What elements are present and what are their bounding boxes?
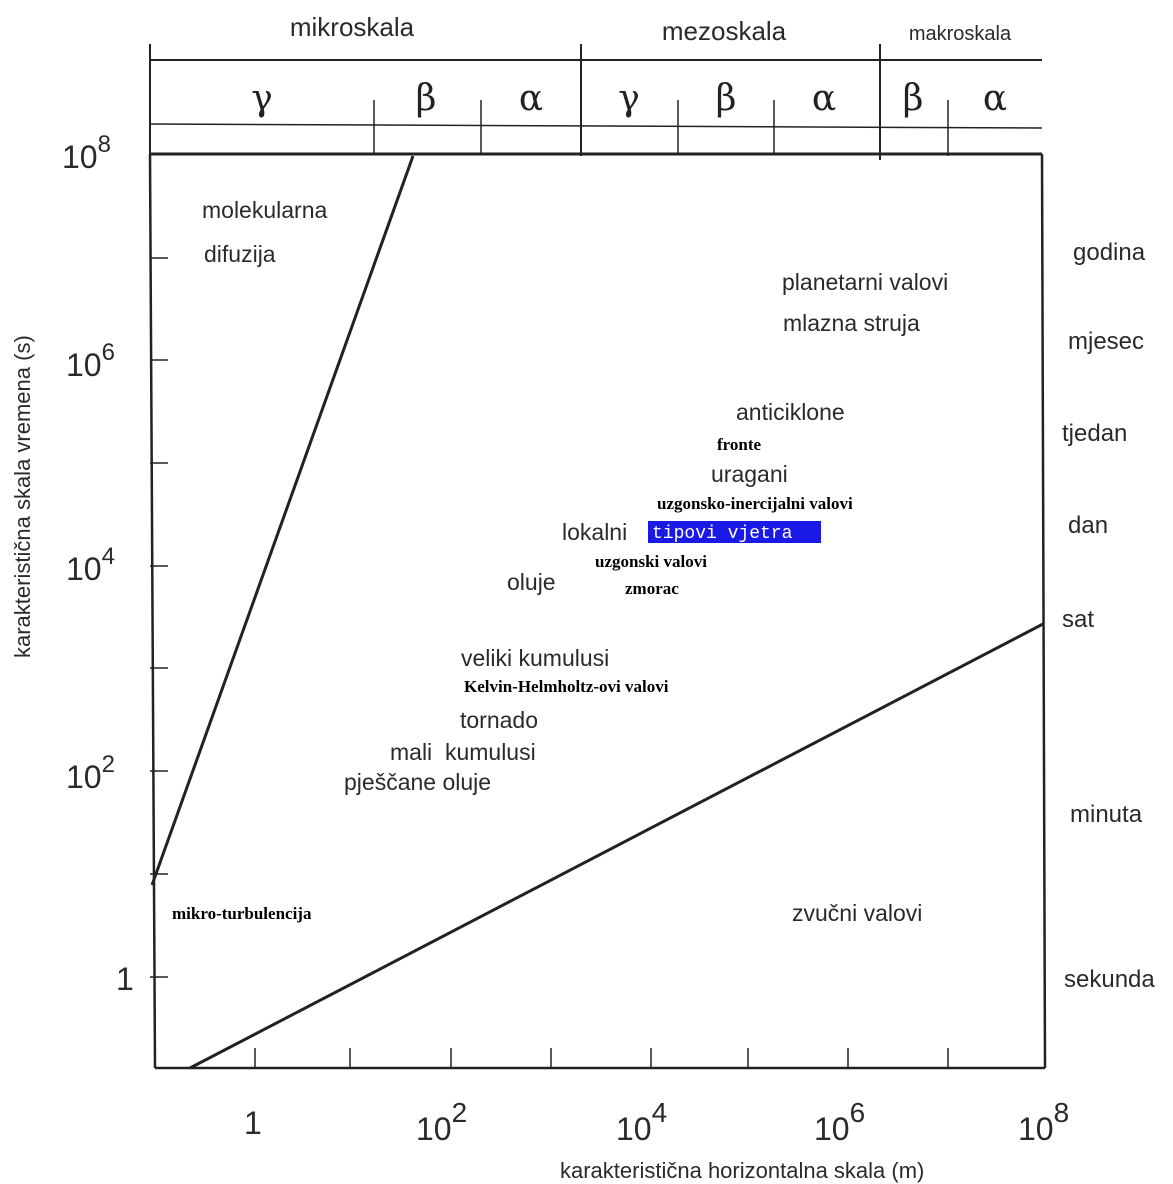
x-tick-label-10e4: 104: [616, 1097, 667, 1147]
label-kelvin-helmholtz-valovi: Kelvin-Helmholtz-ovi valovi: [464, 677, 669, 696]
y-axis-line: [148, 153, 157, 1069]
time-unit-tjedan: tjedan: [1062, 420, 1127, 447]
micro-beta-label: β: [416, 78, 437, 119]
x-tick-labels: 1 102 104 106 108: [244, 1097, 1069, 1147]
label-tornado: tornado: [460, 707, 538, 733]
y-tick-labels: 108 106 104 102 1: [62, 131, 134, 997]
time-unit-mjesec: mjesec: [1068, 328, 1144, 355]
mikroskala-label: mikroskala: [290, 12, 415, 42]
label-anticiklone: anticiklone: [736, 399, 845, 425]
y-tick-label-10e6: 106: [66, 339, 115, 383]
label-fronte: fronte: [717, 435, 762, 454]
label-oluje: oluje: [507, 569, 556, 595]
meso-beta-label: β: [716, 78, 737, 119]
x-tick-label-10e6: 106: [814, 1097, 865, 1147]
label-difuzija: difuzija: [204, 241, 276, 267]
label-veliki-kumulusi: veliki kumulusi: [461, 645, 609, 671]
label-mikro-turbulencija: mikro-turbulencija: [172, 904, 312, 923]
x-axis-title: karakteristična horizontalna skala (m): [560, 1158, 924, 1183]
phenomena-labels: molekularna difuzija planetarni valovi m…: [172, 197, 948, 926]
label-lokalni: lokalni: [562, 519, 627, 545]
time-unit-sekunda: sekunda: [1064, 966, 1155, 993]
label-zvucni-valovi: zvučni valovi: [792, 900, 922, 926]
label-tipovi-vjetra: tipovi vjetra: [652, 524, 793, 544]
macro-alpha-label: α: [983, 78, 1007, 119]
right-axis-line: [1040, 153, 1047, 1069]
time-unit-sat: sat: [1062, 606, 1094, 633]
time-unit-labels: godina mjesec tjedan dan sat minuta seku…: [1062, 239, 1155, 993]
time-unit-dan: dan: [1068, 512, 1108, 539]
x-tick-label-10e8: 108: [1018, 1097, 1069, 1147]
label-mlazna-struja: mlazna struja: [783, 310, 920, 336]
macro-beta-label: β: [903, 78, 924, 119]
label-uragani: uragani: [711, 461, 788, 487]
makroskala-label: makroskala: [909, 23, 1012, 45]
micro-alpha-label: α: [519, 78, 543, 119]
meso-alpha-label: α: [812, 78, 836, 119]
label-uzgonsko-inercijalni-valovi: uzgonsko-inercijalni valovi: [657, 494, 853, 513]
mezoskala-label: mezoskala: [662, 16, 787, 46]
label-molekularna: molekularna: [202, 197, 327, 223]
subscale-arrow-line: [149, 123, 1043, 129]
micro-gamma-label: γ: [251, 78, 273, 119]
y-axis-title: karakteristična skala vremena (s): [10, 335, 35, 658]
label-pjescane-oluje: pješčane oluje: [344, 769, 491, 795]
scale-band: mikroskala mezoskala makroskala γ β α γ …: [149, 12, 1043, 160]
time-unit-minuta: minuta: [1070, 801, 1143, 828]
x-tick-label-1: 1: [244, 1105, 262, 1141]
label-mali-kumulusi: mali kumulusi: [390, 739, 536, 765]
y-tick-label-1: 1: [116, 961, 134, 997]
y-tick-label-10e8: 108: [62, 131, 111, 175]
tipovi-vjetra-highlight: [648, 521, 821, 543]
label-planetarni-valovi: planetarni valovi: [782, 269, 948, 295]
sound-wave-boundary: [189, 622, 1044, 1070]
meso-gamma-label: γ: [618, 78, 640, 119]
time-unit-godina: godina: [1073, 239, 1146, 266]
plot-frame: [148, 153, 1047, 1070]
label-zmorac: zmorac: [625, 579, 679, 598]
label-uzgonski-valovi: uzgonski valovi: [595, 552, 707, 571]
x-tick-label-10e2: 102: [416, 1097, 467, 1147]
molecular-diffusion-boundary: [150, 155, 415, 886]
y-tick-label-10e4: 104: [66, 543, 115, 587]
y-tick-label-10e2: 102: [66, 751, 115, 795]
